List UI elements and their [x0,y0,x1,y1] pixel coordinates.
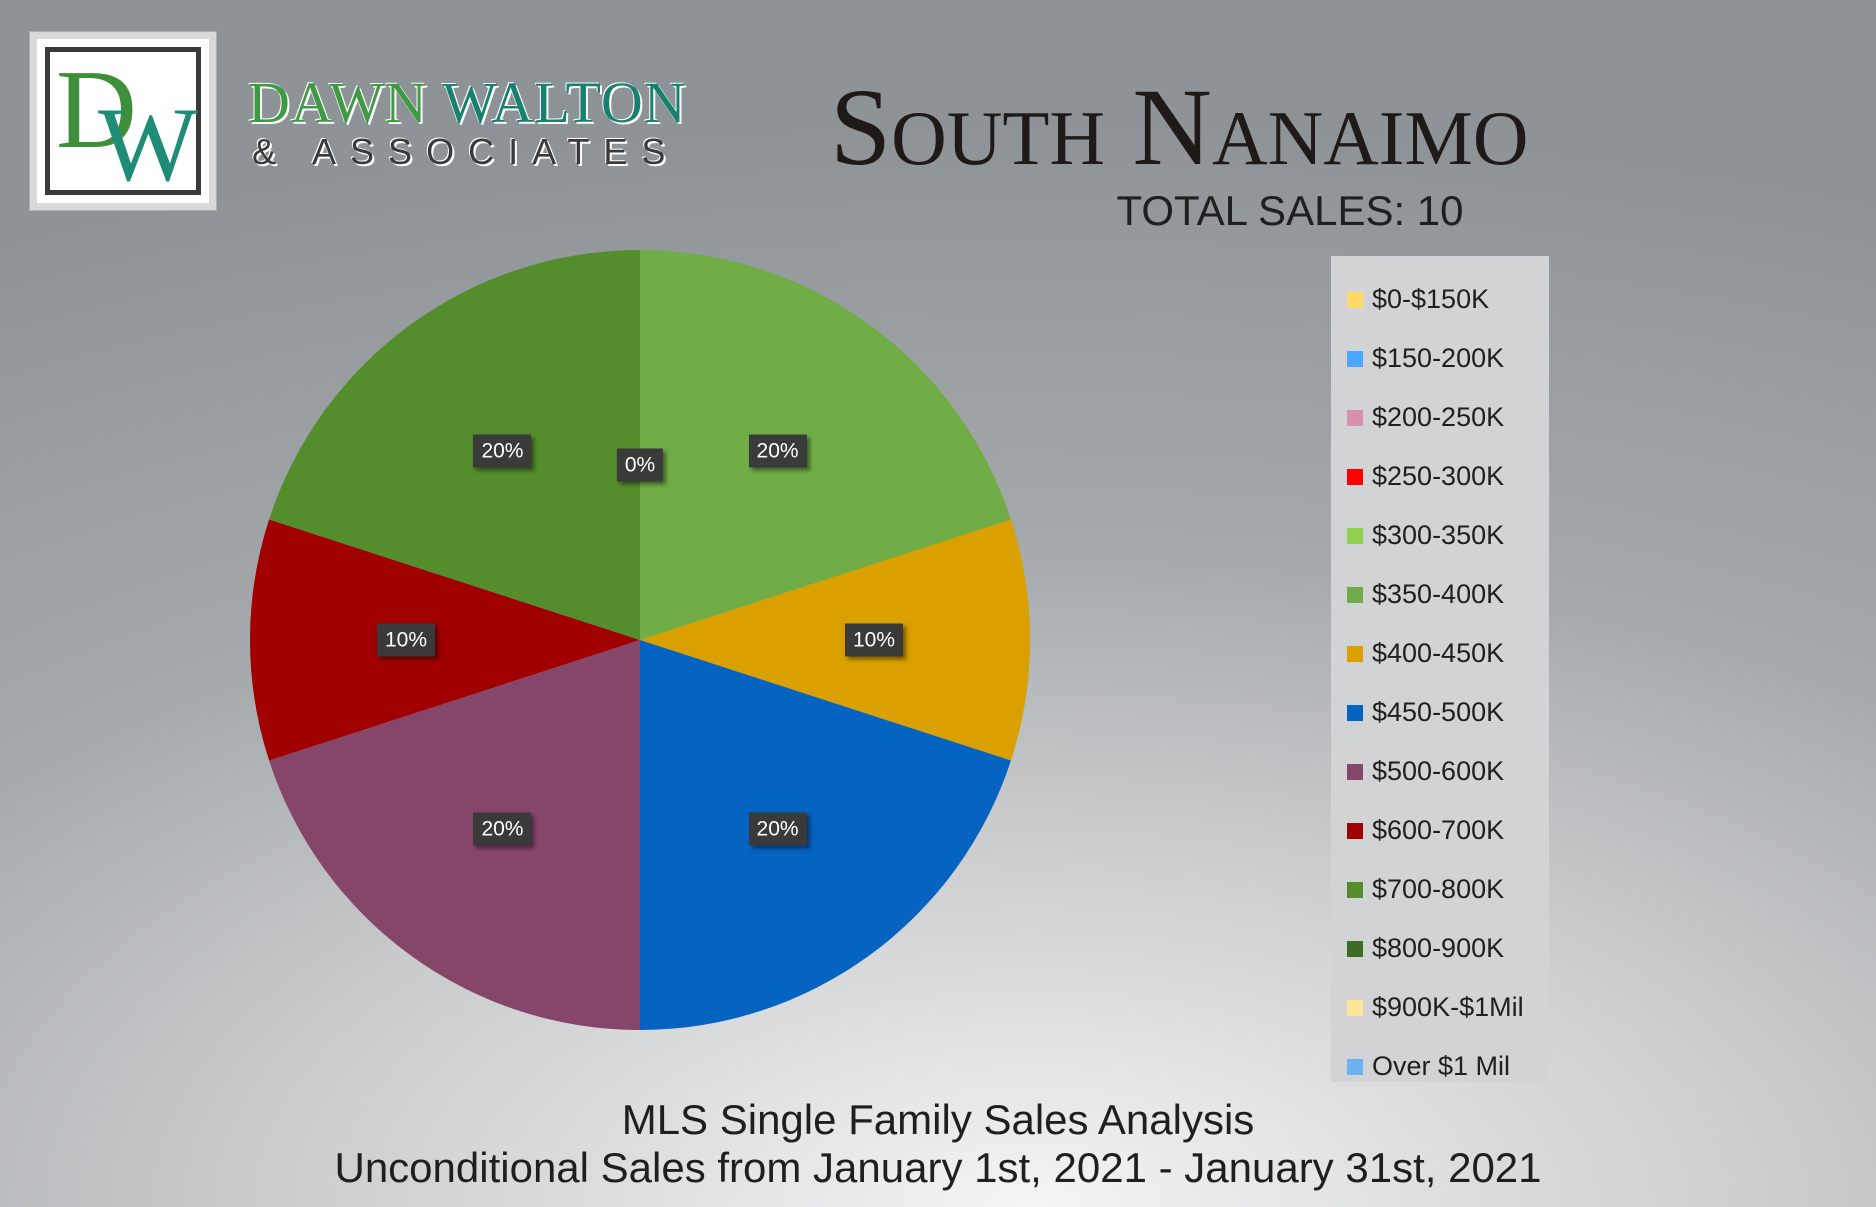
slice-percent-label: 10% [844,623,904,657]
legend-item: $450-500K [1347,683,1549,742]
legend-item: $900K-$1Mil [1347,978,1549,1037]
legend-swatch [1347,822,1363,839]
legend-swatch [1347,940,1363,957]
pie-slice [269,640,640,1030]
legend-swatch [1347,704,1363,721]
legend-swatch [1347,645,1363,662]
legend-swatch [1347,291,1363,308]
legend-label: $400-450K [1372,638,1505,668]
legend-label: $700-800K [1372,874,1505,904]
brand-subtitle: & ASSOCIATES [252,131,680,172]
legend-label: $600-700K [1372,815,1505,845]
legend-swatch [1347,586,1363,603]
legend-item: $350-400K [1347,565,1549,624]
legend-swatch [1347,763,1363,780]
pie-slice [250,519,641,761]
slice-percent-label: 20% [473,434,532,468]
legend-label: $350-400K [1372,579,1505,609]
legend-label: $450-500K [1372,697,1505,727]
legend-item: $150-200K [1347,329,1549,388]
footer-date-range: Unconditional Sales from January 1st, 20… [334,1144,1542,1191]
pie-slice [640,640,1011,1030]
legend-item: $300-350K [1347,506,1549,565]
pie-slice [640,250,1011,640]
legend-label: $800-900K [1372,933,1505,963]
legend-item: $400-450K [1347,624,1549,683]
brand-name: DAWN WALTON [248,74,687,132]
legend-label: $0-$150K [1372,284,1490,314]
legend-item: $250-300K [1347,447,1549,506]
pie-chart: 0% 20% 10% 20% 20% 10% 20% [240,240,1040,1040]
legend-item: $800-900K [1347,919,1549,978]
legend-label: $150-200K [1372,343,1505,373]
legend-swatch [1347,881,1363,898]
slice-percent-label: 10% [376,623,436,657]
legend-swatch [1347,999,1363,1016]
slice-percent-label: 20% [748,812,807,846]
legend-swatch [1347,409,1363,426]
legend-label: $300-350K [1372,520,1505,550]
legend-swatch [1347,350,1363,367]
legend-item: $0-$150K [1347,270,1549,329]
legend-item: $700-800K [1347,860,1549,919]
legend-label: $900K-$1Mil [1372,992,1524,1022]
slice-percent-label: 0% [616,448,664,481]
legend-item: $600-700K [1347,801,1549,860]
logo: D W [30,32,216,210]
footer-subtitle: MLS Single Family Sales Analysis [621,1096,1255,1143]
logo-frame: D W [45,47,201,203]
legend-label: $500-600K [1372,756,1505,786]
page-title: South Nanaimo [830,66,1529,188]
total-sales: TOTAL SALES: 10 [1116,187,1464,234]
legend-swatch [1347,1058,1363,1075]
legend-label: $250-300K [1372,461,1505,491]
slice-percent-label: 20% [473,812,532,846]
brand-last-name: WALTON [442,70,687,135]
pie-slice [640,519,1030,761]
legend-label: Over $1 Mil [1372,1051,1511,1081]
legend-label: $200-250K [1372,402,1505,432]
legend-item: Over $1 Mil [1347,1037,1549,1096]
pie-slice [269,250,640,640]
brand-first-name: DAWN [248,70,428,135]
pie-svg [250,250,1030,1030]
legend-swatch [1347,527,1363,544]
logo-letter-d: D [56,48,137,172]
legend-swatch [1347,468,1363,485]
legend-item: $500-600K [1347,742,1549,801]
legend: $0-$150K $150-200K $200-250K $250-300K $300-… [1331,256,1549,1082]
legend-item: $200-250K [1347,388,1549,447]
slice-percent-label: 20% [748,434,807,468]
logo-letter-w: W [98,86,199,203]
